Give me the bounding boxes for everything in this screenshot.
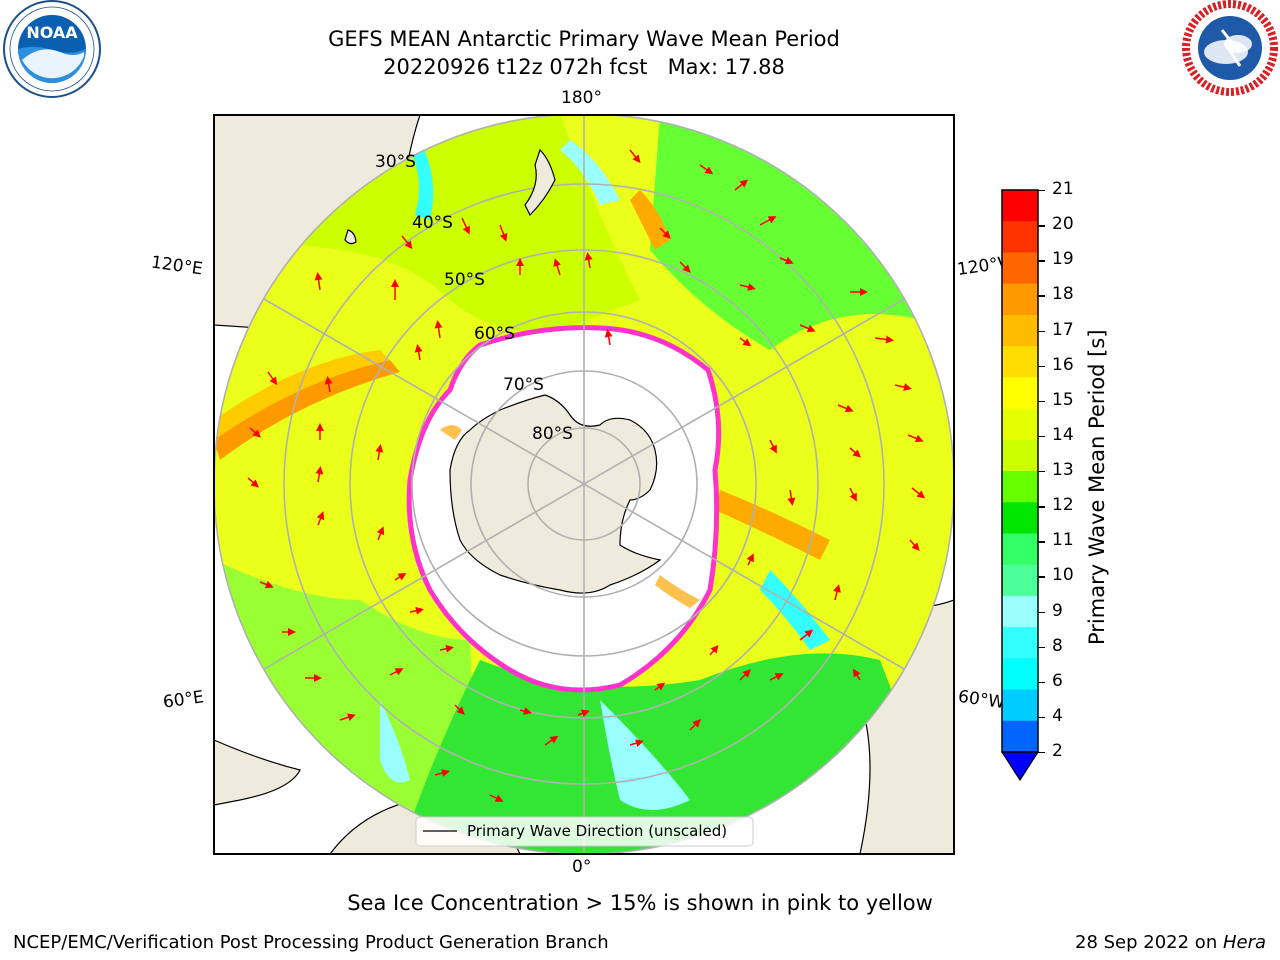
colorbar-tick-label: 18	[1052, 284, 1074, 305]
colorbar-block	[1002, 314, 1038, 347]
colorbar-block	[1002, 471, 1038, 503]
colorbar-block	[1002, 502, 1038, 534]
footer-branch: NCEP/EMC/Verification Post Processing Pr…	[13, 932, 609, 953]
colorbar-block	[1002, 221, 1038, 253]
colorbar-block	[1002, 439, 1038, 472]
chart-title-line2: 20220926 t12z 072h fcst Max: 17.88	[383, 55, 785, 79]
colorbar-tick-label: 19	[1052, 249, 1074, 270]
colorbar-tick-mark	[1038, 646, 1045, 649]
colorbar-tick-mark	[1038, 541, 1045, 543]
colorbar-block	[1002, 658, 1038, 691]
lat-label-30s: 30°S	[375, 152, 416, 172]
colorbar-tick-label: 2	[1052, 741, 1063, 761]
lon-label-60w: 60°W	[956, 686, 1007, 714]
lon-label-60e: 60°E	[161, 687, 206, 713]
colorbar-block	[1002, 377, 1038, 410]
colorbar-tick-mark	[1038, 295, 1045, 297]
tasmania	[344, 229, 357, 245]
colorbar-tick-label: 12	[1052, 495, 1074, 516]
colorbar-block	[1002, 564, 1038, 597]
colorbar-block	[1002, 283, 1038, 316]
map-panel	[213, 114, 955, 855]
lat-label-60s: 60°S	[474, 324, 515, 344]
colorbar-tick-mark	[1038, 681, 1045, 684]
colorbar-tick-label: 17	[1052, 319, 1074, 340]
colorbar-tick-mark	[1038, 190, 1045, 192]
colorbar-tick-label: 6	[1052, 670, 1063, 691]
colorbar-tick-label: 10	[1052, 565, 1074, 586]
colorbar-tick-label: 8	[1052, 635, 1063, 656]
colorbar	[1000, 189, 1040, 782]
colorbar-tick-mark	[1038, 716, 1045, 719]
colorbar-block	[1002, 720, 1038, 753]
colorbar-tick-label: 14	[1052, 424, 1074, 445]
colorbar-tick-mark	[1038, 611, 1045, 613]
colorbar-tick-label: 11	[1052, 530, 1074, 551]
colorbar-tick-mark	[1038, 400, 1045, 403]
colorbar-tick-label: 16	[1052, 354, 1074, 375]
colorbar-tick-label: 13	[1052, 460, 1074, 480]
lon-label-0: 0°	[572, 857, 592, 877]
colorbar-tick-mark	[1038, 506, 1045, 508]
colorbar-block	[1002, 408, 1038, 441]
noaa-logo: NOAA	[0, 0, 104, 100]
colorbar-tick-mark	[1038, 330, 1045, 332]
legend-label: Primary Wave Direction (unscaled)	[467, 822, 728, 840]
noaa-logo-text: NOAA	[26, 23, 78, 42]
map-frame	[213, 114, 955, 855]
lat-label-80s: 80°S	[532, 424, 573, 444]
footer-date: 28 Sep 2022 on Hera	[1075, 932, 1266, 953]
graticule	[214, 115, 954, 854]
colorbar-tick-label: 20	[1052, 214, 1074, 235]
sea-ice-annotation: Sea Ice Concentration > 15% is shown in …	[347, 891, 933, 915]
wave-direction-arrows	[247, 149, 926, 802]
colorbar-tick-mark	[1038, 260, 1045, 262]
colorbar-tick-mark	[1038, 225, 1045, 227]
colorbar-block	[1002, 595, 1038, 628]
lat-label-40s: 40°S	[412, 213, 453, 233]
lon-label-120e: 120°E	[149, 252, 204, 280]
new-zealand	[524, 148, 556, 217]
lat-label-70s: 70°S	[503, 375, 544, 395]
colorbar-tick-mark	[1038, 365, 1045, 368]
colorbar-label: Primary Wave Mean Period [s]	[1085, 329, 1109, 645]
colorbar-block	[1002, 627, 1038, 659]
colorbar-block	[1002, 533, 1038, 566]
legend-box	[415, 816, 754, 847]
antarctica	[449, 394, 662, 594]
footer-date-text: 28 Sep 2022 on	[1075, 932, 1223, 953]
footer-machine: Hera	[1222, 932, 1266, 953]
colorbar-block	[1002, 689, 1038, 722]
colorbar-extend-triangle	[1000, 751, 1040, 782]
colorbar-block	[1002, 190, 1038, 222]
colorbar-block	[1002, 252, 1038, 285]
colorbar-tick-label: 15	[1052, 389, 1074, 410]
lat-label-50s: 50°S	[444, 270, 485, 290]
colorbar-tick-mark	[1038, 752, 1045, 754]
colorbar-tick-label: 21	[1052, 179, 1074, 199]
nws-logo	[1176, 0, 1280, 100]
colorbar-tick-label: 4	[1052, 705, 1063, 726]
chart-title-line1: GEFS MEAN Antarctic Primary Wave Mean Pe…	[328, 27, 840, 51]
colorbar-tick-mark	[1038, 471, 1045, 473]
colorbar-block	[1002, 346, 1038, 378]
lon-label-180: 180°	[561, 88, 602, 108]
colorbar-tick-mark	[1038, 435, 1045, 438]
colorbar-tick-label: 9	[1052, 600, 1063, 621]
colorbar-tick-mark	[1038, 576, 1045, 578]
